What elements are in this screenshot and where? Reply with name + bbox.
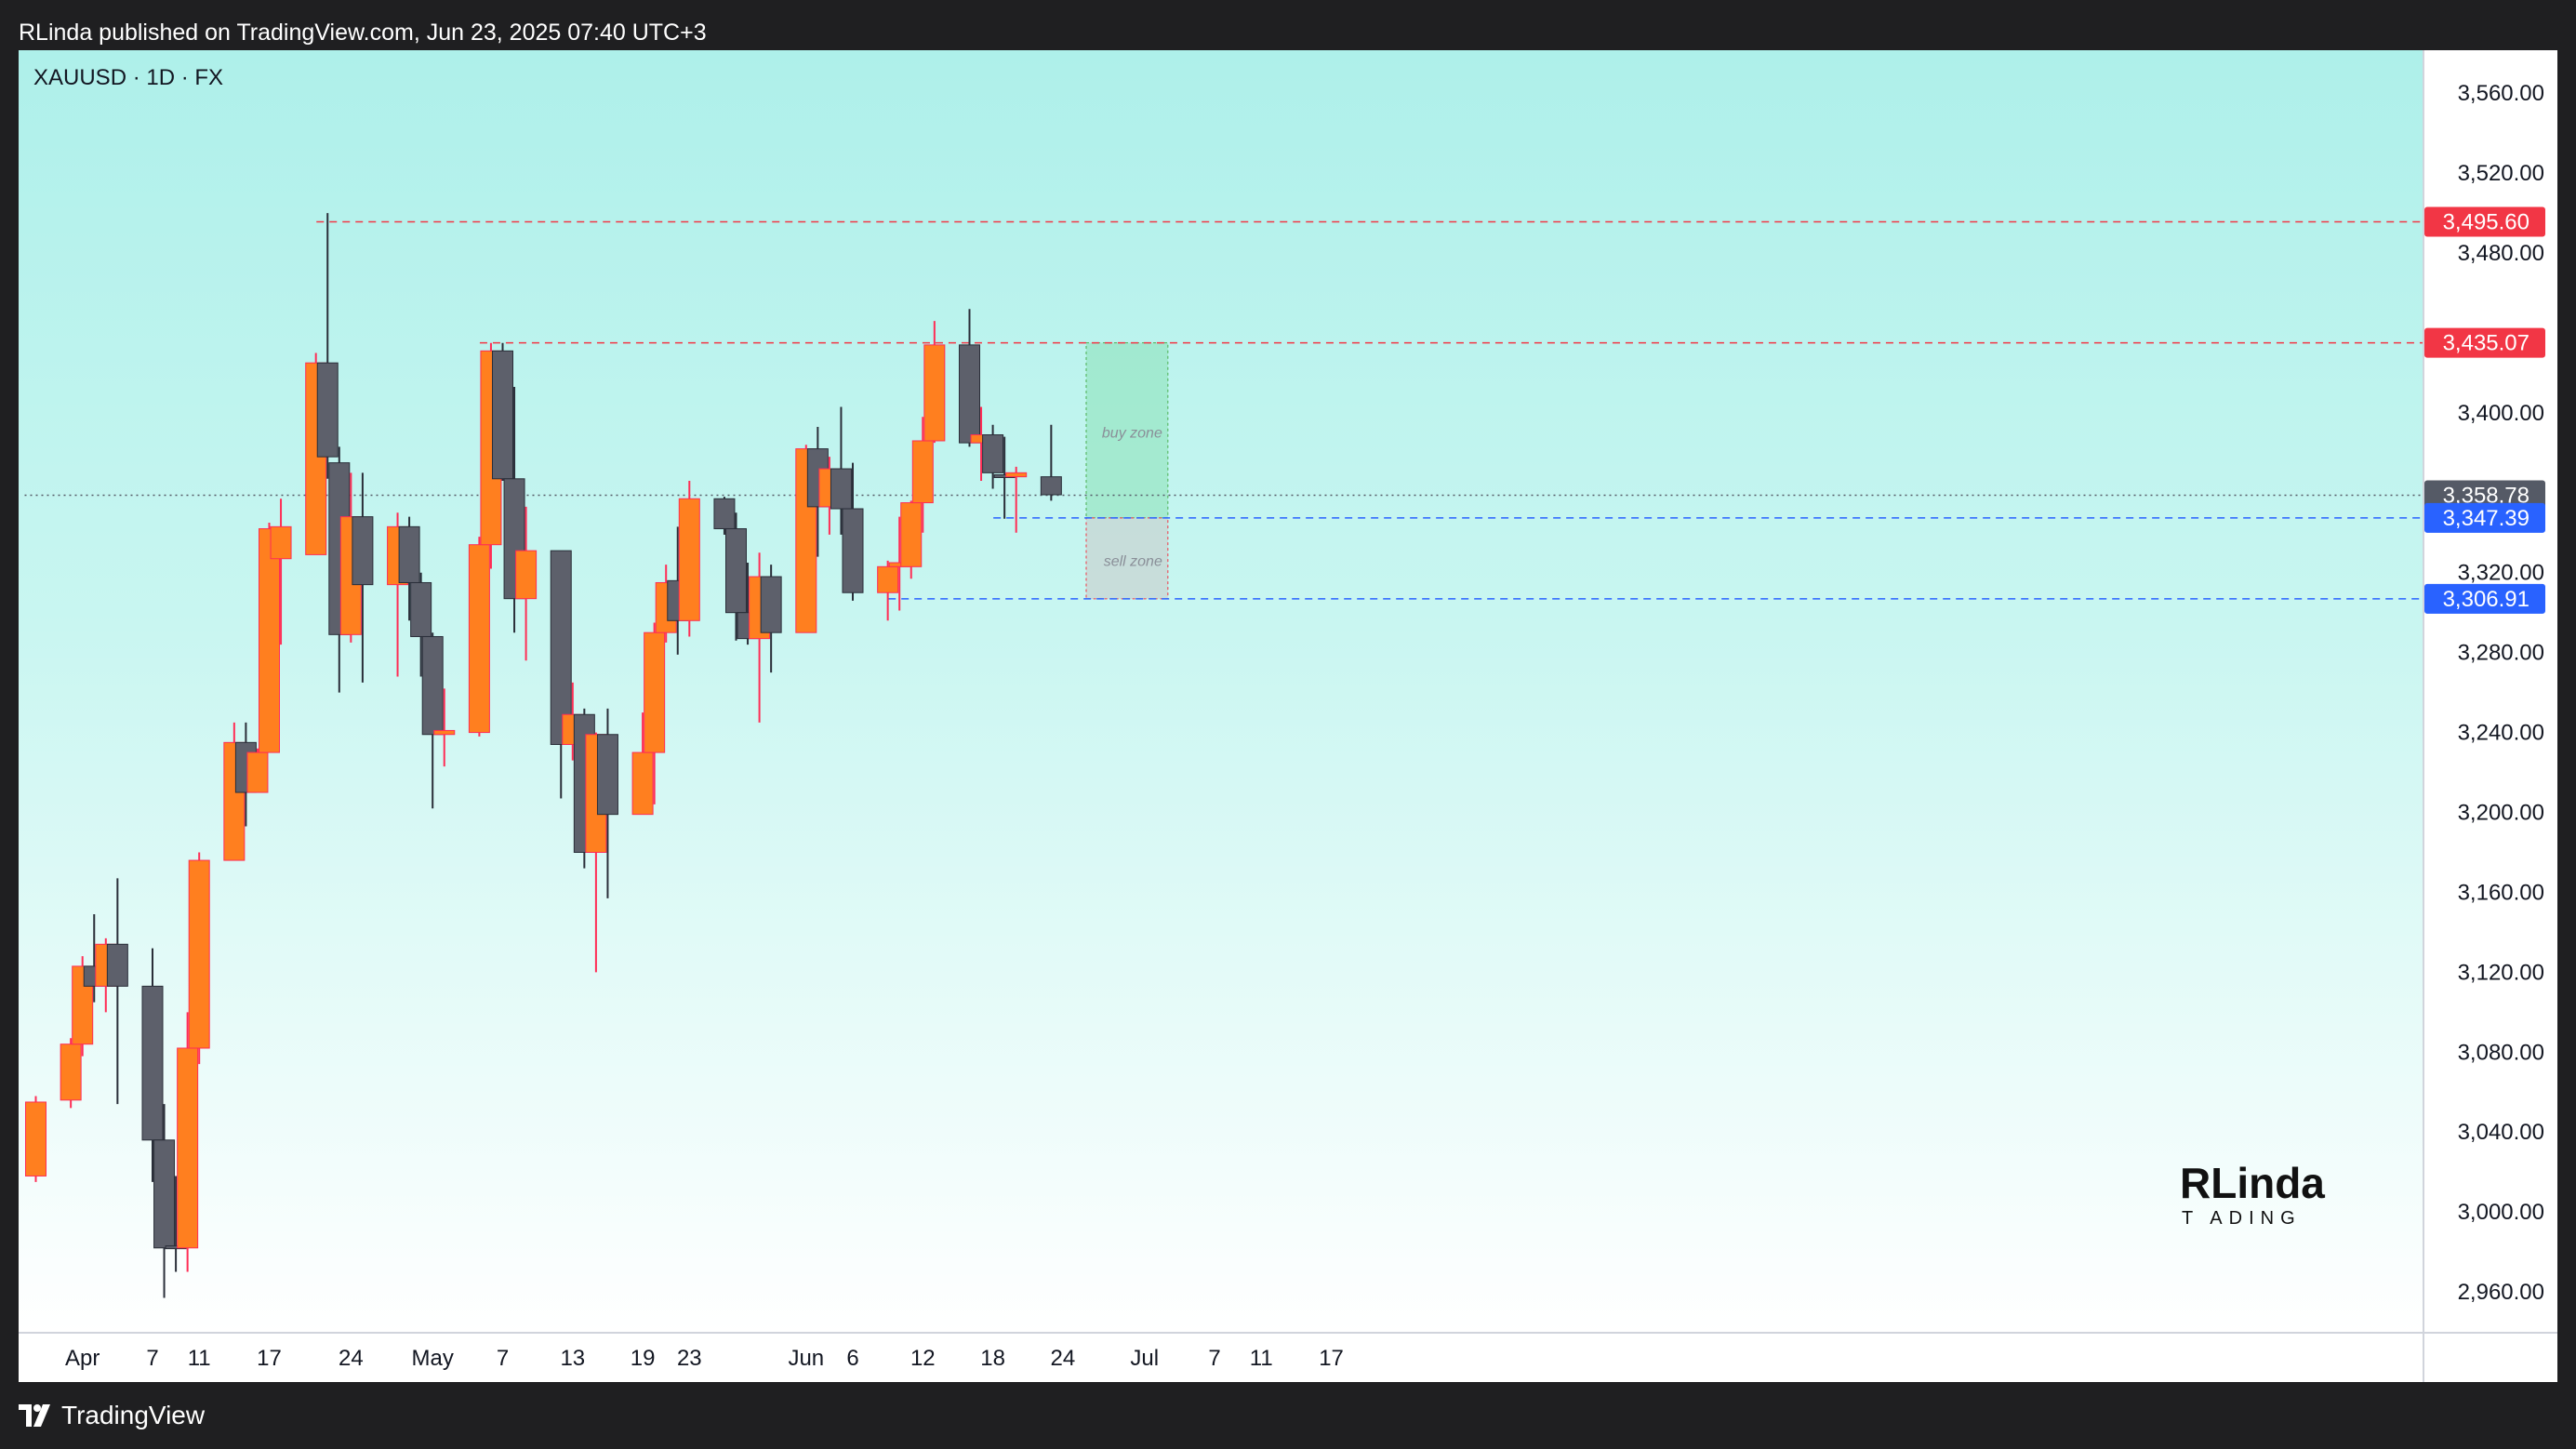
symbol-label: XAUUSD · 1D · FX: [33, 65, 224, 90]
price-tag-label-1: 3,435.07: [2443, 331, 2530, 356]
time-tick-label: 6: [846, 1346, 858, 1371]
publish-header: RLinda published on TradingView.com, Jun…: [0, 0, 2576, 50]
price-tag-4: [2424, 583, 2545, 614]
candle-body-2025-05-12[interactable]: [550, 550, 572, 745]
candle-body-2025-04-29[interactable]: [398, 525, 420, 583]
price-tag-3: [2424, 502, 2545, 533]
candlestick-chart[interactable]: buy zone sell zone 2,960.00 3,000.00 3,040.0…: [19, 50, 2557, 1382]
candle-body-2025-06-18[interactable]: [982, 434, 1004, 473]
candle-body-2025-06-13[interactable]: [923, 344, 946, 442]
price-tick-label: 3,400.00: [2458, 401, 2544, 426]
price-tick-label: 3,120.00: [2458, 960, 2544, 985]
rlinda-trading-logo: RLinda T ADING: [2180, 1159, 2325, 1229]
price-tick-label: 2,960.00: [2458, 1280, 2544, 1305]
time-tick-label: 17: [1319, 1346, 1344, 1371]
candle-body-2025-04-11[interactable]: [188, 859, 210, 1049]
price-tick-label: 3,000.00: [2458, 1200, 2544, 1225]
time-tick-label: 7: [1208, 1346, 1220, 1371]
time-tick-label: 24: [339, 1346, 364, 1371]
time-axis[interactable]: [19, 1332, 2423, 1382]
candle-body-2025-04-17[interactable]: [259, 527, 280, 753]
price-tick-label: 3,040.00: [2458, 1120, 2544, 1145]
price-tag-label-0: 3,495.60: [2443, 210, 2530, 235]
candle-body-2025-06-11[interactable]: [900, 502, 923, 567]
price-axis[interactable]: [2423, 50, 2557, 1332]
price-tick-label: 3,520.00: [2458, 161, 2544, 186]
time-tick-label: 17: [257, 1346, 282, 1371]
time-tick-label: 23: [677, 1346, 702, 1371]
price-tick-label: 3,240.00: [2458, 721, 2544, 746]
time-tick-label: 11: [1250, 1346, 1273, 1371]
candle-body-2025-05-26[interactable]: [713, 498, 736, 529]
candle-body-2025-06-09[interactable]: [877, 565, 899, 593]
candle-body-2025-06-06[interactable]: [842, 508, 864, 593]
publish-text: RLinda published on TradingView.com, Jun…: [19, 20, 707, 46]
time-tick-label: 12: [910, 1346, 936, 1371]
plot-area[interactable]: [19, 50, 2423, 1332]
zone-label-buy-zone: buy zone: [1102, 426, 1162, 442]
candle-body-2025-05-27[interactable]: [725, 527, 747, 614]
candle-body-2025-05-30[interactable]: [760, 576, 782, 633]
time-tick-label: 11: [188, 1346, 211, 1371]
time-tick-label: 24: [1051, 1346, 1076, 1371]
price-tick-label: 3,080.00: [2458, 1040, 2544, 1065]
time-tick-label: 18: [980, 1346, 1005, 1371]
price-tick-label: 3,320.00: [2458, 561, 2544, 586]
candle-body-2025-05-09[interactable]: [515, 550, 538, 600]
candle-body-2025-03-28[interactable]: [25, 1101, 46, 1176]
price-tag-2: [2424, 480, 2545, 511]
time-tick-label: Jun: [788, 1346, 824, 1371]
candle-body-2025-05-23[interactable]: [678, 498, 700, 621]
price-tick-label: 3,560.00: [2458, 81, 2544, 106]
time-tick-label: Apr: [65, 1346, 100, 1371]
candle-body-2025-05-02[interactable]: [433, 729, 456, 736]
watermark-top: RLinda: [2180, 1159, 2325, 1207]
time-tick-label: 7: [146, 1346, 158, 1371]
candle-body-2025-05-01[interactable]: [421, 635, 444, 736]
time-tick-label: May: [412, 1346, 454, 1371]
candle-body-2025-05-16[interactable]: [596, 734, 618, 816]
watermark-bottom: T ADING: [2182, 1208, 2302, 1229]
candle-body-2025-04-16[interactable]: [246, 751, 269, 793]
candle-body-2025-04-18[interactable]: [270, 525, 292, 560]
price-tick-label: 3,200.00: [2458, 801, 2544, 826]
axis-corner: [2423, 1332, 2557, 1382]
time-tick-label: 13: [560, 1346, 585, 1371]
candle-body-2025-04-04[interactable]: [106, 943, 128, 987]
candle-body-2025-04-25[interactable]: [352, 516, 374, 586]
time-tick-label: Jul: [1130, 1346, 1159, 1371]
candle-body-2025-04-08[interactable]: [153, 1139, 176, 1249]
candle-body-2025-04-07[interactable]: [141, 985, 164, 1141]
time-tick-label: 19: [631, 1346, 656, 1371]
tradingview-logo-icon: [19, 1404, 50, 1427]
candle-body-2025-06-16[interactable]: [959, 344, 980, 444]
candle-body-2025-06-23[interactable]: [1040, 476, 1062, 496]
tradingview-brand: TradingView: [61, 1401, 206, 1429]
price-tag-label-3: 3,347.39: [2443, 506, 2530, 531]
candle-body-2025-03-31[interactable]: [60, 1044, 82, 1101]
candle-body-2025-05-07[interactable]: [492, 350, 513, 480]
candle-body-2025-06-20[interactable]: [1005, 472, 1028, 478]
candle-body-2025-04-10[interactable]: [177, 1047, 199, 1249]
candle-body-2025-06-05[interactable]: [830, 468, 852, 510]
candle-body-2025-05-05[interactable]: [468, 544, 490, 734]
candle-body-2025-04-30[interactable]: [410, 581, 432, 637]
tradingview-footer: TradingView: [0, 1382, 2576, 1449]
candle-body-2025-05-20[interactable]: [644, 631, 666, 753]
zone-label-sell-zone: sell zone: [1104, 553, 1162, 569]
price-tag-1: [2424, 327, 2545, 358]
time-tick-label: 7: [497, 1346, 509, 1371]
price-tick-label: 3,480.00: [2458, 241, 2544, 266]
price-tick-label: 3,160.00: [2458, 880, 2544, 905]
price-tag-0: [2424, 206, 2545, 237]
price-tag-label-4: 3,306.91: [2443, 587, 2530, 612]
candle-body-2025-05-19[interactable]: [631, 751, 654, 816]
price-tick-label: 3,280.00: [2458, 641, 2544, 666]
chart-frame[interactable]: buy zone sell zone 2,960.00 3,000.00 3,040.0…: [19, 50, 2557, 1382]
candle-body-2025-06-12[interactable]: [911, 440, 934, 504]
candle-body-2025-04-22[interactable]: [316, 362, 339, 458]
